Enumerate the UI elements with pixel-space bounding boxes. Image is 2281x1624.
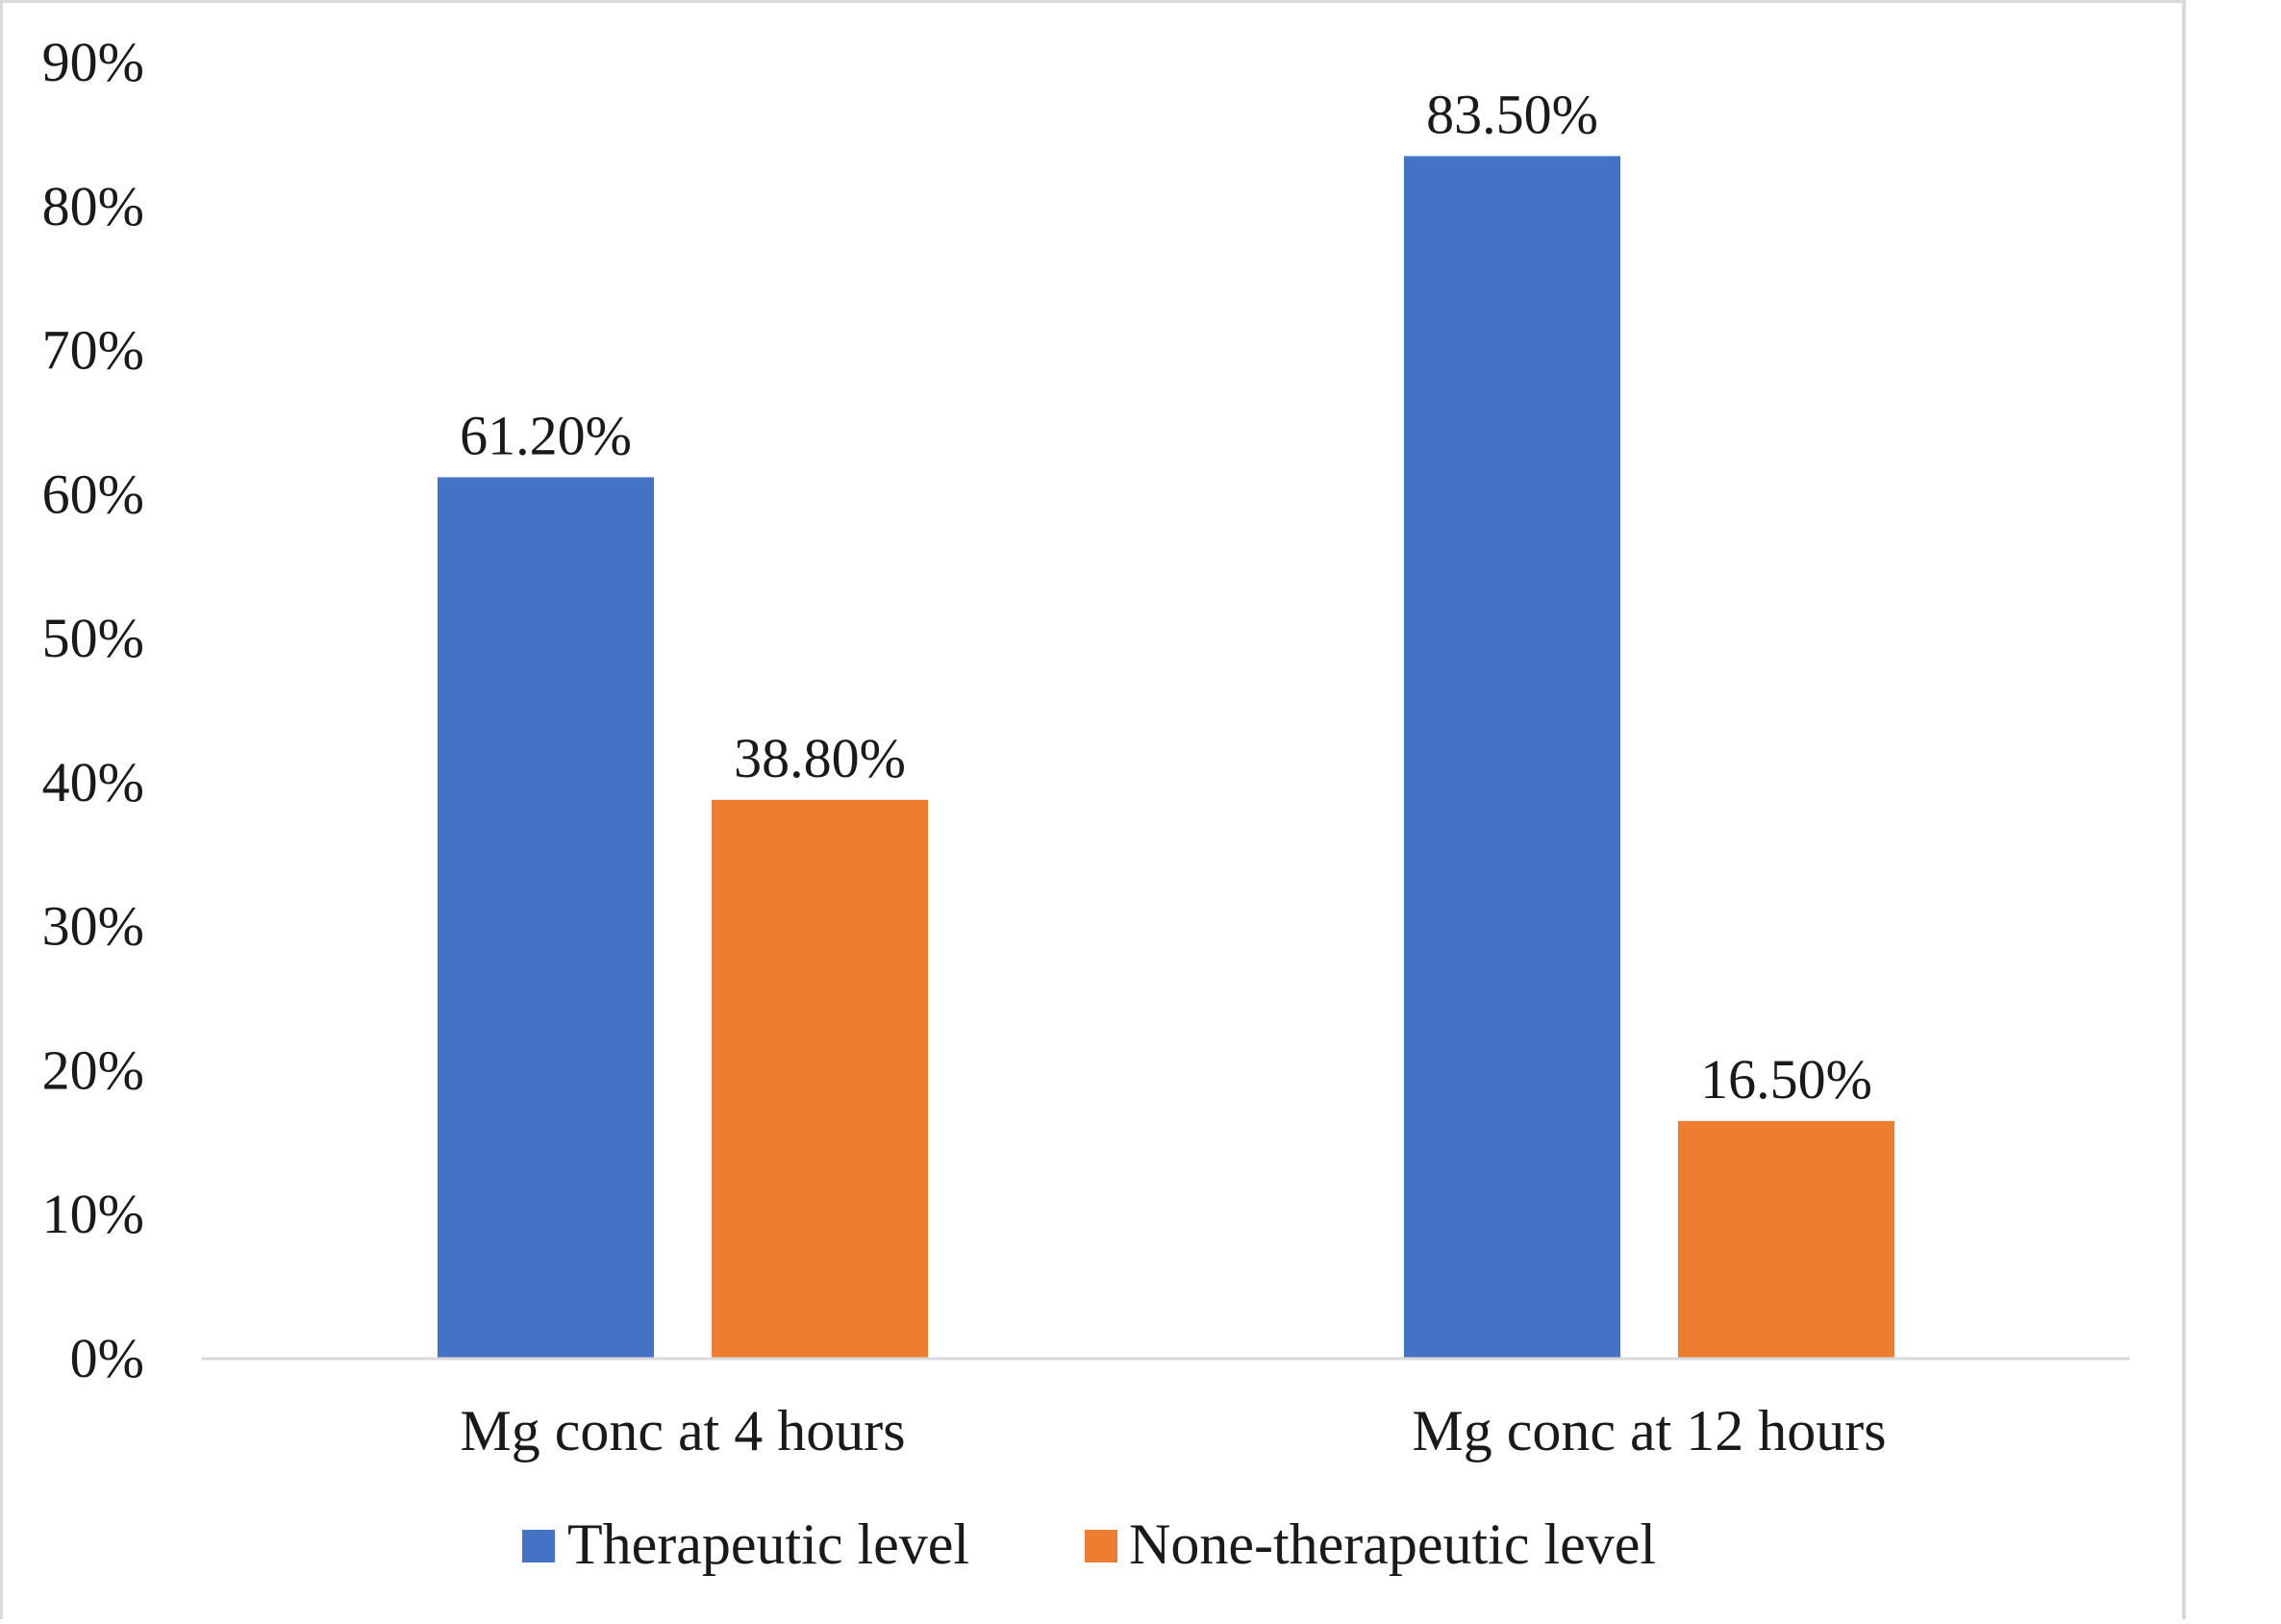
y-axis: 0% 10% 20% 30% 40% 50% 60% 70% 80% 90% [42, 31, 144, 1389]
bar-none-therapeutic-1 [1678, 1120, 1894, 1359]
legend-label: None-therapeutic level [1129, 1512, 1656, 1576]
data-label: 61.20% [460, 404, 632, 466]
legend: Therapeutic level None-therapeutic level [522, 1512, 1656, 1576]
y-tick-label: 70% [42, 319, 144, 382]
y-tick-label: 30% [42, 895, 144, 958]
data-label: 16.50% [1700, 1048, 1872, 1111]
y-tick-label: 40% [42, 751, 144, 813]
y-tick-label: 20% [42, 1038, 144, 1101]
data-label: 83.50% [1426, 83, 1598, 145]
legend-label: Therapeutic level [567, 1512, 969, 1576]
data-labels: 61.20% 83.50% 38.80% 16.50% [460, 83, 1872, 1111]
legend-swatch [522, 1530, 555, 1562]
bars [438, 156, 1894, 1359]
x-category-label: Mg conc at 4 hours [460, 1399, 905, 1462]
y-tick-label: 80% [42, 175, 144, 237]
x-axis: Mg conc at 4 hours Mg conc at 12 hours [460, 1399, 1886, 1462]
bar-none-therapeutic-0 [712, 799, 928, 1359]
bar-therapeutic-1 [1404, 156, 1620, 1359]
y-tick-label: 0% [70, 1327, 144, 1389]
chart-area-border [0, 0, 2186, 1624]
y-tick-label: 60% [42, 462, 144, 525]
x-category-label: Mg conc at 12 hours [1412, 1399, 1886, 1462]
data-label: 38.80% [734, 727, 906, 789]
y-tick-label: 10% [42, 1183, 144, 1245]
legend-swatch [1085, 1530, 1117, 1562]
y-tick-label: 90% [42, 31, 144, 93]
bar-therapeutic-0 [438, 477, 654, 1359]
y-tick-label: 50% [42, 607, 144, 669]
